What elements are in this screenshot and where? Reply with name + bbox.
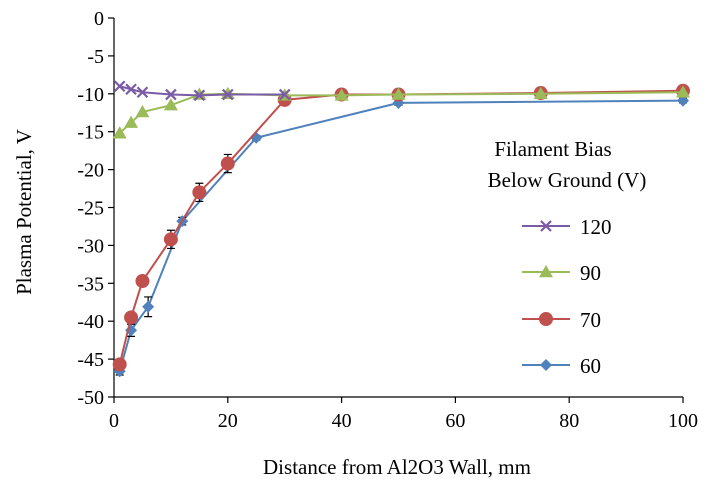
legend-label: 60 — [580, 354, 601, 378]
data-point-x — [165, 88, 177, 101]
y-tick-label: -50 — [77, 387, 104, 409]
y-axis-title: Plasma Potential, V — [12, 129, 36, 295]
x-tick-label: 20 — [218, 410, 238, 432]
y-tick-label: -15 — [77, 122, 104, 144]
legend-entry-60: 60 — [522, 354, 601, 378]
axes — [113, 18, 683, 398]
legend-entry-120: 120 — [522, 215, 612, 239]
y-axis-ticks: 0 -5 -10 -15 -20 -25 -30 -35 -40 -45 -50 — [77, 8, 114, 409]
data-point-x — [540, 220, 552, 232]
x-tick-label: 80 — [559, 410, 579, 432]
legend-entry-70: 70 — [522, 308, 601, 332]
data-point-triangle — [391, 87, 406, 100]
data-point-x — [278, 88, 291, 101]
data-point-diamond — [677, 94, 689, 107]
data-point-triangle — [192, 87, 207, 100]
legend-title-line-2: Below Ground (V) — [488, 168, 647, 192]
series-90 — [112, 85, 690, 139]
x-axis-ticks: 0 20 40 60 80 100 — [109, 397, 698, 432]
x-tick-label: 100 — [668, 410, 698, 432]
data-point-circle — [220, 156, 235, 171]
data-point-circle — [163, 232, 178, 247]
y-tick-label: -40 — [77, 311, 104, 333]
data-point-triangle — [163, 98, 178, 111]
data-point-triangle — [112, 126, 127, 139]
y-tick-label: -10 — [77, 84, 104, 106]
legend: Filament Bias Below Ground (V) 120 90 70 60 — [488, 137, 647, 378]
legend-label: 90 — [580, 261, 601, 285]
data-point-x — [125, 83, 137, 96]
data-point-x — [113, 80, 126, 92]
legend-label: 120 — [580, 215, 612, 239]
y-tick-label: 0 — [94, 8, 104, 30]
data-point-triangle — [334, 88, 349, 101]
data-point-triangle — [124, 115, 139, 128]
x-tick-label: 60 — [445, 410, 465, 432]
data-point-circle — [112, 357, 127, 372]
legend-entry-90: 90 — [522, 261, 601, 285]
y-tick-label: -45 — [77, 349, 104, 371]
y-tick-label: -35 — [77, 273, 104, 295]
y-tick-label: -20 — [77, 160, 104, 182]
data-point-diamond — [142, 300, 155, 313]
data-point-circle — [192, 185, 207, 200]
y-tick-label: -5 — [87, 46, 104, 68]
series-120 — [113, 80, 291, 102]
x-axis-title: Distance from Al2O3 Wall, mm — [263, 455, 531, 479]
y-tick-label: -30 — [77, 235, 104, 257]
legend-items: 120 90 70 60 — [522, 215, 612, 378]
data-point-diamond — [540, 359, 552, 371]
data-point-triangle — [539, 265, 553, 278]
data-point-triangle — [676, 85, 690, 98]
data-point-triangle — [533, 86, 548, 100]
data-point-triangle — [135, 104, 150, 118]
x-tick-label: 40 — [332, 410, 352, 432]
data-point-circle — [124, 310, 139, 325]
data-point-x — [136, 86, 149, 99]
data-point-circle — [135, 274, 150, 289]
data-point-triangle — [220, 86, 235, 100]
series-layer — [112, 80, 690, 378]
data-point-circle — [539, 312, 553, 326]
y-tick-label: -25 — [77, 198, 104, 220]
data-point-x — [222, 88, 234, 101]
legend-title-line-1: Filament Bias — [494, 137, 611, 161]
x-tick-label: 0 — [109, 410, 119, 432]
data-point-x — [193, 89, 206, 102]
legend-label: 70 — [580, 308, 601, 332]
